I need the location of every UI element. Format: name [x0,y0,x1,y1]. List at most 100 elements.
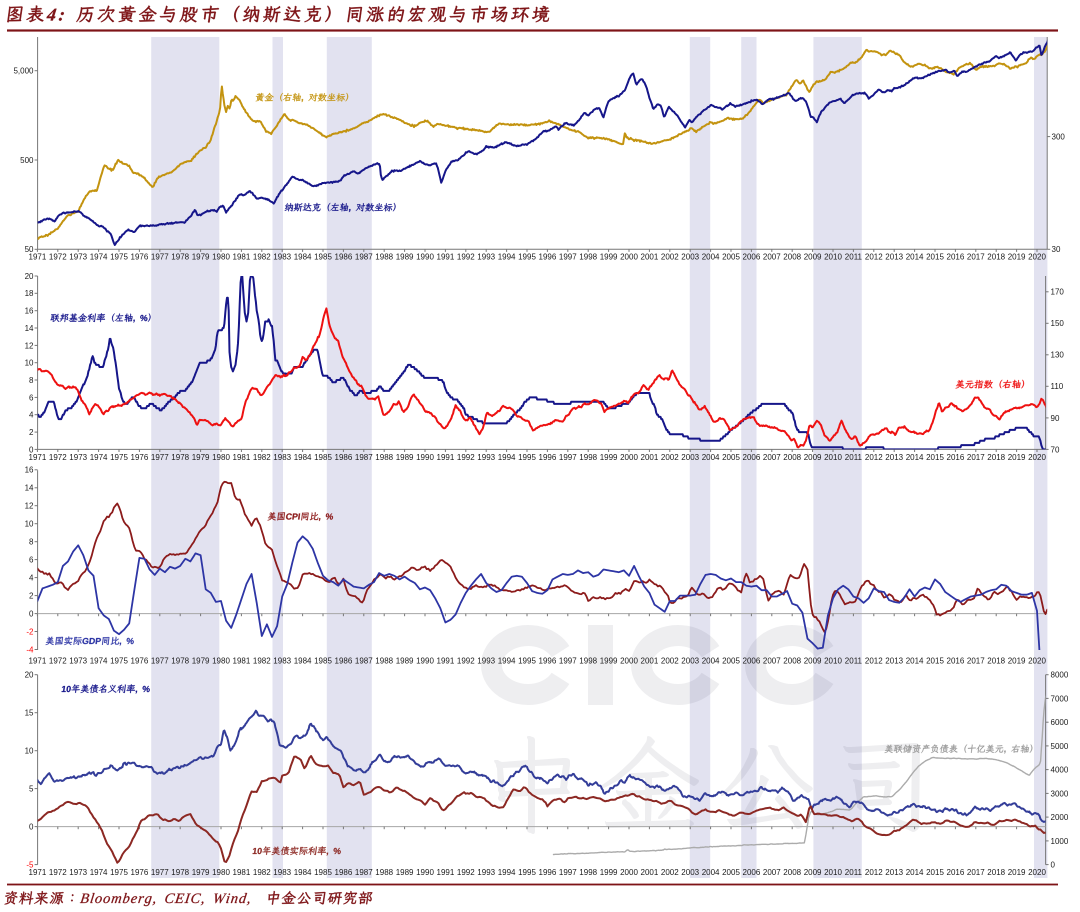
svg-text:2005: 2005 [722,453,740,462]
svg-text:20: 20 [25,671,34,680]
svg-text:2011: 2011 [845,253,863,262]
svg-text:2004: 2004 [702,453,720,462]
svg-text:1974: 1974 [90,868,108,877]
svg-text:2009: 2009 [804,253,822,262]
svg-text:1999: 1999 [600,657,618,666]
svg-text:10: 10 [25,520,34,529]
svg-text:1972: 1972 [49,453,67,462]
svg-text:1999: 1999 [600,453,618,462]
svg-text:70: 70 [1051,445,1060,454]
svg-text:1971: 1971 [29,253,47,262]
svg-text:1978: 1978 [171,253,189,262]
svg-text:1990: 1990 [416,868,434,877]
svg-text:1987: 1987 [355,868,373,877]
svg-text:2001: 2001 [641,657,659,666]
svg-text:1991: 1991 [437,657,455,666]
svg-text:2: 2 [29,428,34,437]
svg-text:1985: 1985 [314,253,332,262]
svg-text:2000: 2000 [620,868,638,877]
svg-text:1991: 1991 [437,253,455,262]
svg-text:1971: 1971 [29,657,47,666]
svg-text:1989: 1989 [396,868,414,877]
svg-text:1976: 1976 [131,657,149,666]
svg-text:2011: 2011 [845,657,863,666]
svg-text:1998: 1998 [579,453,597,462]
svg-text:12: 12 [25,341,34,350]
svg-text:2013: 2013 [885,657,903,666]
svg-text:8: 8 [29,376,34,385]
svg-text:2014: 2014 [906,453,924,462]
svg-text:2016: 2016 [947,453,965,462]
svg-text:1986: 1986 [335,868,353,877]
svg-text:2017: 2017 [967,657,985,666]
svg-text:2003: 2003 [681,657,699,666]
svg-text:1983: 1983 [273,453,291,462]
svg-text:2002: 2002 [661,453,679,462]
svg-text:2016: 2016 [947,253,965,262]
svg-text:2017: 2017 [967,253,985,262]
svg-text:2012: 2012 [865,657,883,666]
svg-text:1994: 1994 [498,868,516,877]
svg-text:2000: 2000 [1051,813,1069,822]
svg-text:2010: 2010 [824,868,842,877]
svg-text:10: 10 [25,747,34,756]
svg-text:0: 0 [29,610,34,619]
svg-text:1999: 1999 [600,868,618,877]
svg-text:1996: 1996 [539,453,557,462]
svg-text:1978: 1978 [171,453,189,462]
svg-text:2002: 2002 [661,657,679,666]
svg-text:1977: 1977 [151,868,169,877]
svg-text:2010: 2010 [824,657,842,666]
svg-text:1995: 1995 [518,868,536,877]
svg-text:5000: 5000 [1051,742,1069,751]
svg-text:1979: 1979 [192,453,210,462]
svg-text:2011: 2011 [845,868,863,877]
svg-text:170: 170 [1051,288,1065,297]
svg-text:2002: 2002 [661,868,679,877]
svg-text:0: 0 [1051,861,1056,870]
svg-text:1978: 1978 [171,868,189,877]
svg-text:1989: 1989 [396,253,414,262]
svg-text:-4: -4 [26,645,34,654]
svg-text:1973: 1973 [69,453,87,462]
svg-text:2014: 2014 [906,657,924,666]
svg-text:2007: 2007 [763,453,781,462]
svg-text:2008: 2008 [783,253,801,262]
svg-text:-5: -5 [26,861,34,870]
svg-text:1992: 1992 [457,253,475,262]
svg-text:2016: 2016 [947,868,965,877]
svg-text:1982: 1982 [253,453,271,462]
svg-text:2006: 2006 [743,868,761,877]
svg-text:300: 300 [1052,133,1066,142]
svg-text:2008: 2008 [783,453,801,462]
svg-text:2020: 2020 [1028,253,1046,262]
svg-text:1998: 1998 [579,253,597,262]
svg-text:1995: 1995 [518,657,536,666]
svg-text:2015: 2015 [926,657,944,666]
svg-text:1992: 1992 [457,868,475,877]
svg-text:1988: 1988 [375,657,393,666]
svg-text:1977: 1977 [151,657,169,666]
svg-text:1980: 1980 [212,657,230,666]
svg-text:2020: 2020 [1028,868,1046,877]
svg-text:2018: 2018 [987,453,1005,462]
svg-text:1972: 1972 [49,253,67,262]
svg-text:4: 4 [29,411,34,420]
svg-text:1984: 1984 [294,453,312,462]
svg-text:3000: 3000 [1051,789,1069,798]
svg-text:1975: 1975 [110,253,128,262]
svg-text:1983: 1983 [273,253,291,262]
svg-text:1993: 1993 [477,253,495,262]
svg-text:1999: 1999 [600,253,618,262]
svg-text:2010: 2010 [824,253,842,262]
svg-text:2006: 2006 [743,453,761,462]
svg-text:1997: 1997 [559,657,577,666]
svg-text:1979: 1979 [192,657,210,666]
svg-text:2003: 2003 [681,253,699,262]
svg-text:1990: 1990 [416,253,434,262]
svg-text:2018: 2018 [987,868,1005,877]
svg-text:4: 4 [29,574,34,583]
svg-text:5,000: 5,000 [13,67,34,76]
svg-text:1995: 1995 [518,453,536,462]
svg-text:90: 90 [1051,414,1060,423]
